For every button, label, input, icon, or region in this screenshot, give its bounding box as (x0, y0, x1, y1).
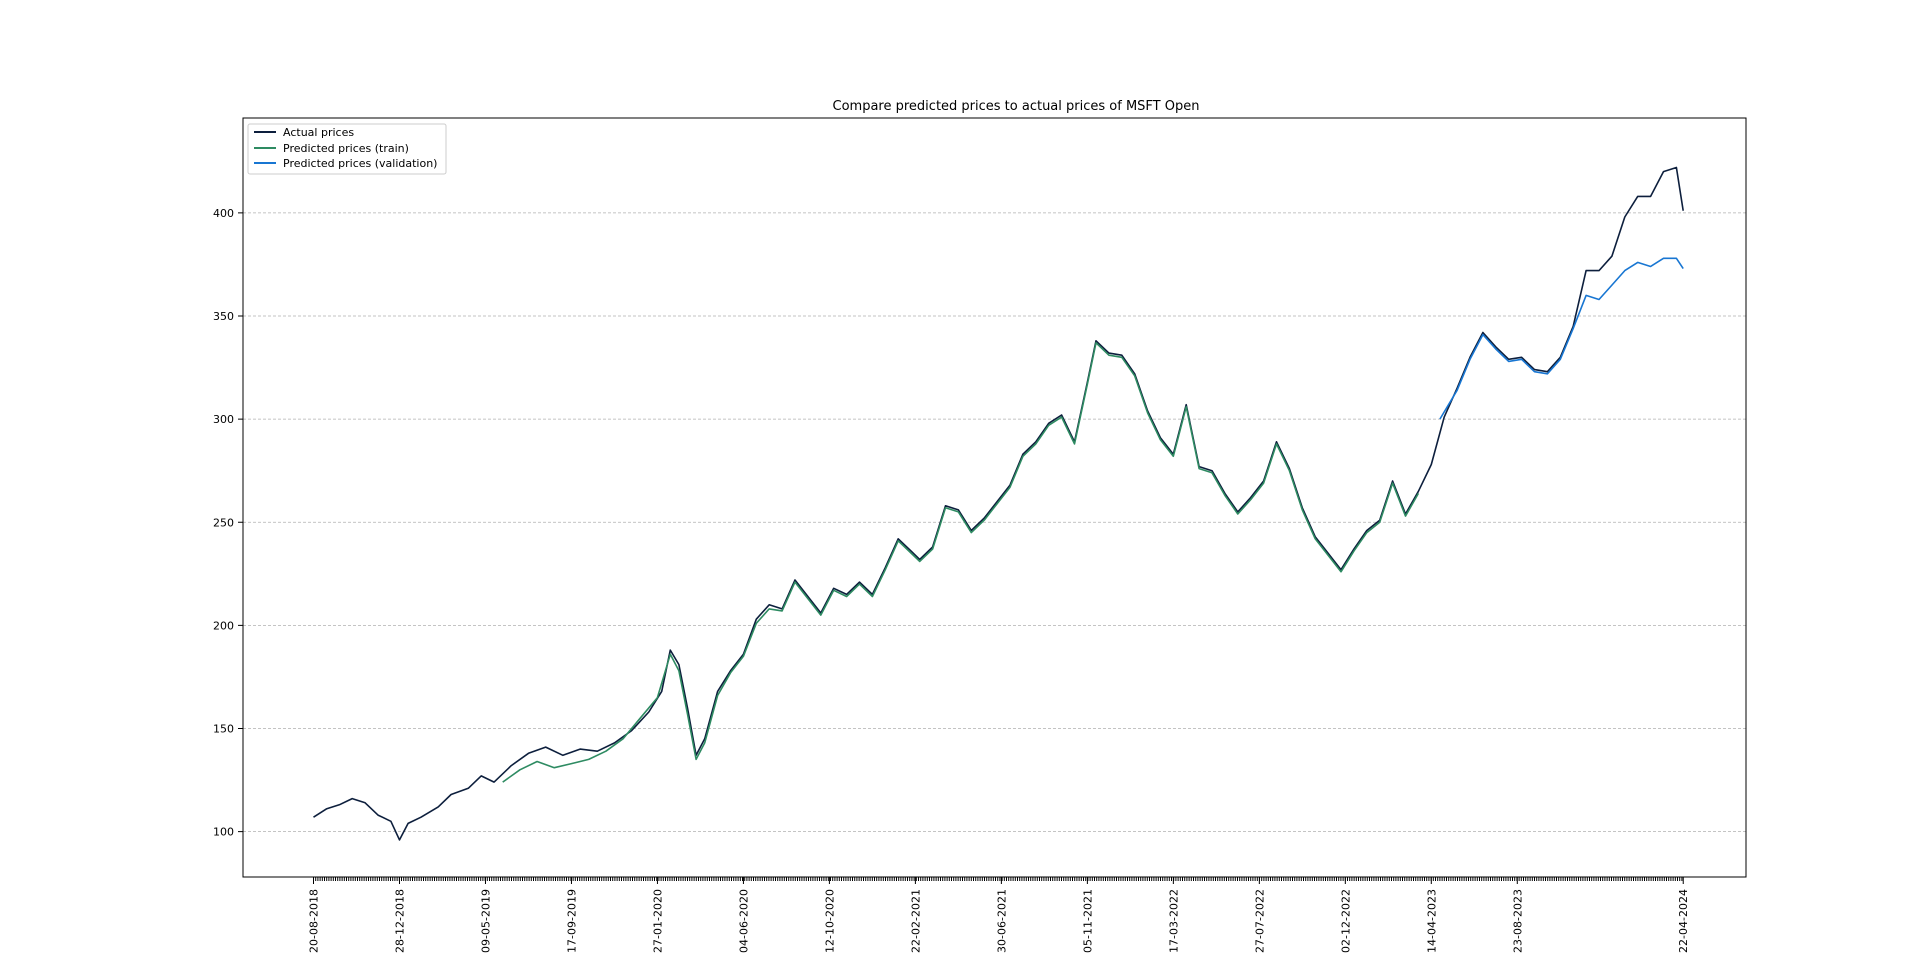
x-tick-label: 02-12-2022 (1339, 889, 1352, 953)
x-tick-label: 12-10-2020 (823, 889, 836, 953)
x-tick-label: 22-04-2024 (1677, 889, 1690, 953)
x-tick-label: 23-08-2023 (1511, 889, 1524, 953)
y-tick-label: 350 (213, 310, 234, 323)
y-tick-label: 100 (213, 826, 234, 839)
grid-lines (243, 212, 1746, 833)
legend-box (247, 123, 447, 175)
y-tick-label: 250 (213, 516, 234, 529)
legend-label-actual: Actual prices (283, 126, 354, 139)
axes: 100 150 200 250 300 350 400 20-08-2018 28-12-201… (213, 207, 1690, 953)
x-tick-label: 20-08-2018 (308, 889, 321, 953)
legend: Actual prices Predicted prices (train) P… (247, 123, 447, 175)
series-validation-line (1439, 257, 1684, 420)
plot-frame (242, 117, 1747, 878)
y-tick-label: 400 (213, 207, 234, 220)
series-train-line (502, 342, 1420, 783)
x-tick-label: 27-07-2022 (1253, 889, 1266, 953)
y-tick-label: 200 (213, 619, 234, 632)
x-tick-label: 14-04-2023 (1425, 889, 1438, 953)
x-tick-label: 17-09-2019 (565, 889, 578, 953)
x-tick-label: 04-06-2020 (737, 889, 750, 953)
chart-title: Compare predicted prices to actual price… (833, 99, 1200, 114)
y-tick-label: 300 (213, 413, 234, 426)
x-tick-label: 27-01-2020 (651, 889, 664, 953)
x-tick-label: 22-02-2021 (909, 889, 922, 953)
legend-label-train: Predicted prices (train) (283, 142, 409, 155)
legend-label-validation: Predicted prices (validation) (283, 157, 437, 170)
x-tick-label: 09-05-2019 (479, 889, 492, 953)
series-lines (313, 166, 1684, 841)
x-tick-label: 05-11-2021 (1081, 889, 1094, 953)
x-tick-label: 17-03-2022 (1167, 889, 1180, 953)
x-tick-label: 28-12-2018 (393, 889, 406, 953)
y-tick-label: 150 (213, 723, 234, 736)
x-tick-label: 30-06-2021 (995, 889, 1008, 953)
